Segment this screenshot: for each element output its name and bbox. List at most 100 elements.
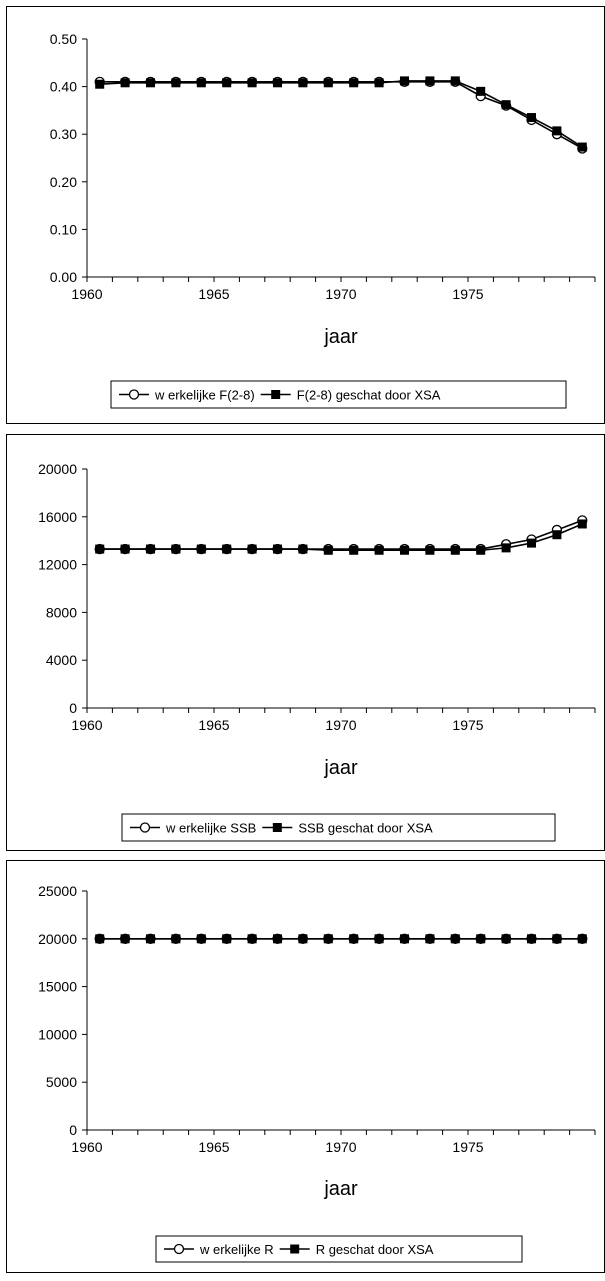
legend-box — [155, 1235, 523, 1263]
legend: w erkelijke R R geschat door XSA — [155, 1235, 523, 1263]
point-square — [323, 934, 333, 944]
chart-panel-f: 0.00 0.10 0.20 0.30 0.40 0.50 1960 1965 1970 1975… — [6, 6, 605, 424]
chart-panel-ssb: 0 4000 8000 12000 16000 20000 1960 1965 1970 1975… — [6, 434, 605, 851]
point-square — [95, 544, 105, 554]
point-square — [374, 934, 384, 944]
point-square — [349, 934, 359, 944]
point-square — [298, 544, 308, 554]
point-square — [552, 530, 562, 540]
x-tick-label: 1965 — [198, 717, 229, 733]
y-tick-label: 0 — [69, 1122, 77, 1138]
x-tick-label: 1970 — [325, 1139, 356, 1155]
point-square — [120, 78, 130, 88]
x-axis-title: jaar — [323, 757, 358, 779]
point-square — [120, 544, 130, 554]
legend: w erkelijke F(2-8) F(2-8) geschat door XS… — [110, 380, 567, 409]
point-square — [577, 934, 587, 944]
chart-panel-r: 0 5000 10000 15000 20000 25000 1960 1965 1970 197… — [6, 860, 605, 1273]
legend-marker-circle — [128, 389, 140, 400]
point-square — [501, 100, 511, 110]
y-tick-label: 0.30 — [50, 126, 77, 142]
point-square — [247, 78, 257, 88]
x-tick-label: 1975 — [452, 1139, 483, 1155]
point-square — [552, 126, 562, 136]
y-tick-label: 12000 — [38, 557, 77, 573]
point-square — [273, 544, 282, 554]
point-square — [247, 934, 257, 944]
y-tick-label: 15000 — [38, 979, 77, 995]
y-tick-label: 10000 — [38, 1026, 77, 1042]
point-square — [171, 934, 181, 944]
point-square — [476, 86, 486, 96]
legend-label-1: F(2-8) geschat door XSA — [297, 388, 441, 403]
point-square — [374, 545, 384, 555]
series-line-1 — [99, 80, 583, 148]
point-square — [476, 934, 486, 944]
legend-box — [110, 380, 567, 409]
point-square — [298, 78, 308, 88]
point-square — [400, 545, 409, 555]
x-tick-label: 1970 — [325, 717, 356, 733]
point-square — [196, 78, 206, 88]
y-tick-label: 8000 — [46, 604, 77, 620]
y-tick-label: 0 — [69, 700, 77, 716]
y-tick-label: 0.50 — [50, 31, 77, 47]
legend-label-0: w erkelijke R — [199, 1242, 274, 1257]
point-square — [577, 519, 587, 529]
legend-label-1: R geschat door XSA — [316, 1242, 434, 1257]
point-square — [349, 78, 359, 88]
point-square — [450, 934, 460, 944]
x-tick-label: 1965 — [198, 1139, 229, 1155]
legend-marker-square — [290, 1244, 300, 1254]
point-square — [298, 934, 308, 944]
y-tick-label: 4000 — [46, 652, 77, 668]
point-square — [222, 544, 232, 554]
legend: w erkelijke SSB SSB geschat door XSA — [121, 813, 556, 842]
legend-marker-square — [271, 390, 281, 399]
point-square — [120, 934, 130, 944]
point-square — [577, 142, 587, 152]
point-square — [323, 545, 333, 555]
x-tick-label: 1975 — [452, 717, 483, 733]
y-tick-label: 16000 — [38, 509, 77, 525]
point-square — [146, 78, 155, 88]
legend-marker-circle — [173, 1243, 185, 1255]
x-axis-title: jaar — [323, 1178, 358, 1200]
series-line-0 — [99, 81, 583, 150]
point-square — [222, 934, 232, 944]
y-tick-label: 0.20 — [50, 174, 77, 190]
point-square — [476, 545, 486, 555]
point-square — [273, 78, 282, 88]
point-square — [171, 544, 181, 554]
y-tick-label: 20000 — [38, 461, 77, 477]
point-square — [527, 538, 536, 548]
point-square — [247, 544, 257, 554]
point-square — [146, 544, 155, 554]
point-square — [171, 78, 181, 88]
y-tick-label: 0.40 — [50, 79, 77, 95]
point-square — [501, 543, 511, 553]
y-tick-label: 20000 — [38, 931, 77, 947]
chart-ssb: 0 4000 8000 12000 16000 20000 1960 1965 1970 1975… — [38, 461, 596, 842]
point-square — [501, 934, 511, 944]
chart-f: 0.00 0.10 0.20 0.30 0.40 0.50 1960 1965 1970 1975… — [50, 31, 596, 409]
point-square — [273, 934, 282, 944]
point-square — [374, 78, 384, 88]
point-square — [425, 76, 435, 86]
y-tick-label: 25000 — [38, 883, 77, 899]
point-square — [400, 76, 409, 86]
x-tick-label: 1960 — [71, 1139, 102, 1155]
point-square — [323, 78, 333, 88]
x-tick-label: 1960 — [71, 717, 102, 733]
point-square — [146, 934, 155, 944]
point-square — [196, 544, 206, 554]
point-square — [450, 76, 460, 86]
point-square — [196, 934, 206, 944]
legend-label-1: SSB geschat door XSA — [298, 821, 433, 836]
x-tick-label: 1975 — [452, 286, 483, 302]
legend-marker-circle — [139, 822, 151, 833]
x-tick-label: 1970 — [325, 286, 356, 302]
point-square — [95, 934, 105, 944]
x-tick-label: 1965 — [198, 286, 229, 302]
y-tick-label: 5000 — [46, 1074, 77, 1090]
